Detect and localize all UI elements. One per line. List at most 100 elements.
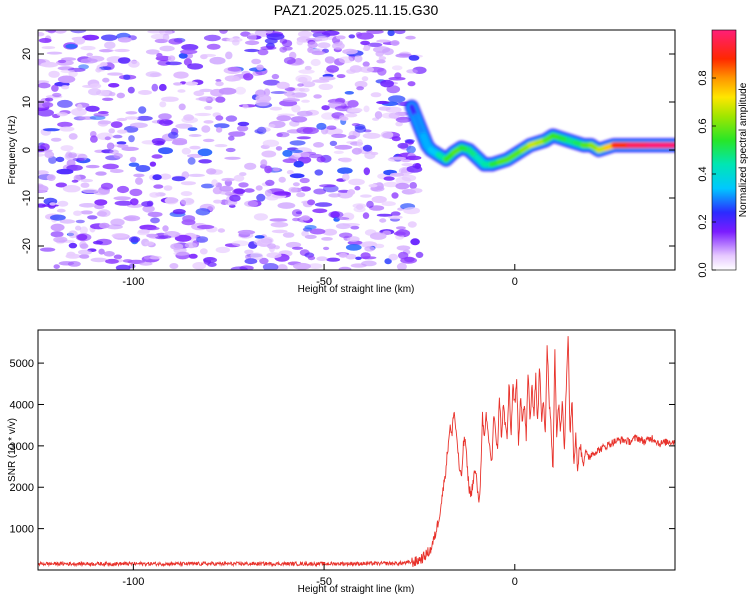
noise-blob [300, 152, 310, 158]
noise-blob [112, 134, 123, 139]
noise-blob [243, 73, 254, 81]
noise-blob [363, 167, 370, 176]
noise-blob [60, 145, 74, 152]
noise-blob [297, 76, 308, 83]
noise-blob [151, 138, 166, 145]
noise-blob [178, 103, 186, 111]
noise-blob [61, 57, 77, 61]
noise-blob [68, 242, 78, 249]
noise-blob [62, 185, 81, 193]
noise-blob [276, 115, 292, 122]
noise-blob [224, 75, 240, 82]
noise-blob [338, 252, 348, 258]
noise-blob [38, 109, 54, 117]
noise-blob [202, 138, 215, 143]
noise-blob [309, 228, 326, 235]
noise-blob [237, 229, 256, 235]
noise-blob [361, 76, 369, 82]
noise-blob [184, 242, 198, 249]
noise-blob [245, 254, 252, 260]
noise-blob [244, 162, 257, 170]
noise-blob [128, 135, 135, 143]
noise-blob [129, 156, 137, 163]
noise-blob [215, 81, 224, 87]
noise-blob [114, 200, 133, 206]
noise-blob [215, 127, 223, 133]
noise-blob [300, 215, 311, 221]
noise-blob [165, 61, 182, 66]
noise-blob [215, 96, 226, 103]
noise-blob [297, 30, 313, 38]
noise-blob [328, 211, 344, 219]
noise-blob [180, 181, 196, 186]
noise-blob [109, 149, 119, 155]
y-tick-label: 1000 [10, 524, 34, 536]
noise-blob [347, 189, 356, 196]
noise-blob [206, 168, 217, 175]
noise-blob [337, 189, 351, 193]
noise-blob [168, 38, 183, 45]
noise-blob [333, 150, 344, 154]
noise-blob [245, 40, 260, 46]
noise-blob [285, 241, 302, 248]
noise-blob [152, 174, 162, 181]
noise-blob [139, 261, 153, 266]
noise-blob [279, 38, 288, 44]
noise-blob [299, 177, 310, 184]
noise-blob [128, 60, 140, 68]
noise-blob [313, 94, 322, 99]
snr-frame [37, 329, 676, 571]
noise-blob [266, 33, 285, 41]
noise-blob [334, 144, 353, 150]
noise-blob [382, 48, 394, 56]
noise-blob [325, 128, 343, 135]
noise-blob [215, 115, 224, 121]
noise-blob [345, 253, 357, 260]
noise-blob [314, 169, 324, 176]
noise-blob [172, 138, 188, 145]
noise-blob [367, 42, 383, 47]
noise-blob [319, 184, 336, 188]
noise-blob [268, 123, 276, 128]
noise-blob [383, 176, 395, 181]
noise-blob [351, 123, 360, 127]
noise-blob [53, 264, 60, 269]
noise-blob [149, 192, 161, 198]
noise-blob [410, 238, 420, 246]
noise-blob [180, 191, 193, 197]
noise-blob [335, 217, 350, 220]
noise-blob [356, 139, 363, 147]
colorbar-label: Normalized spectral amplitude [738, 82, 749, 217]
noise-blob [38, 153, 45, 157]
noise-blob [50, 214, 66, 221]
noise-blob [90, 135, 98, 143]
noise-blob [265, 30, 274, 34]
noise-blob [396, 245, 411, 251]
noise-blob [135, 177, 143, 185]
noise-blob [415, 251, 424, 258]
noise-blob [117, 129, 128, 134]
noise-blob [318, 83, 334, 91]
noise-blob [145, 71, 161, 78]
noise-blob [298, 69, 315, 74]
y-tick-label: 4000 [10, 399, 34, 411]
noise-blob [304, 65, 312, 71]
noise-blob [300, 186, 311, 192]
noise-blob [323, 246, 330, 251]
noise-blob [347, 99, 359, 108]
noise-blob [388, 76, 406, 81]
noise-blob [109, 92, 116, 97]
noise-blob [65, 43, 78, 49]
noise-blob [379, 218, 387, 223]
noise-blob [408, 188, 423, 194]
noise-blob [196, 236, 209, 243]
noise-blob [180, 197, 195, 206]
noise-blob [95, 67, 102, 73]
noise-blob [158, 147, 173, 155]
bottom-y-ticks: 1000 2000 3000 4000 5000 [10, 358, 675, 536]
noise-blob [145, 49, 160, 55]
noise-blob [412, 163, 422, 169]
noise-blob [381, 201, 396, 207]
noise-blob [128, 263, 136, 269]
